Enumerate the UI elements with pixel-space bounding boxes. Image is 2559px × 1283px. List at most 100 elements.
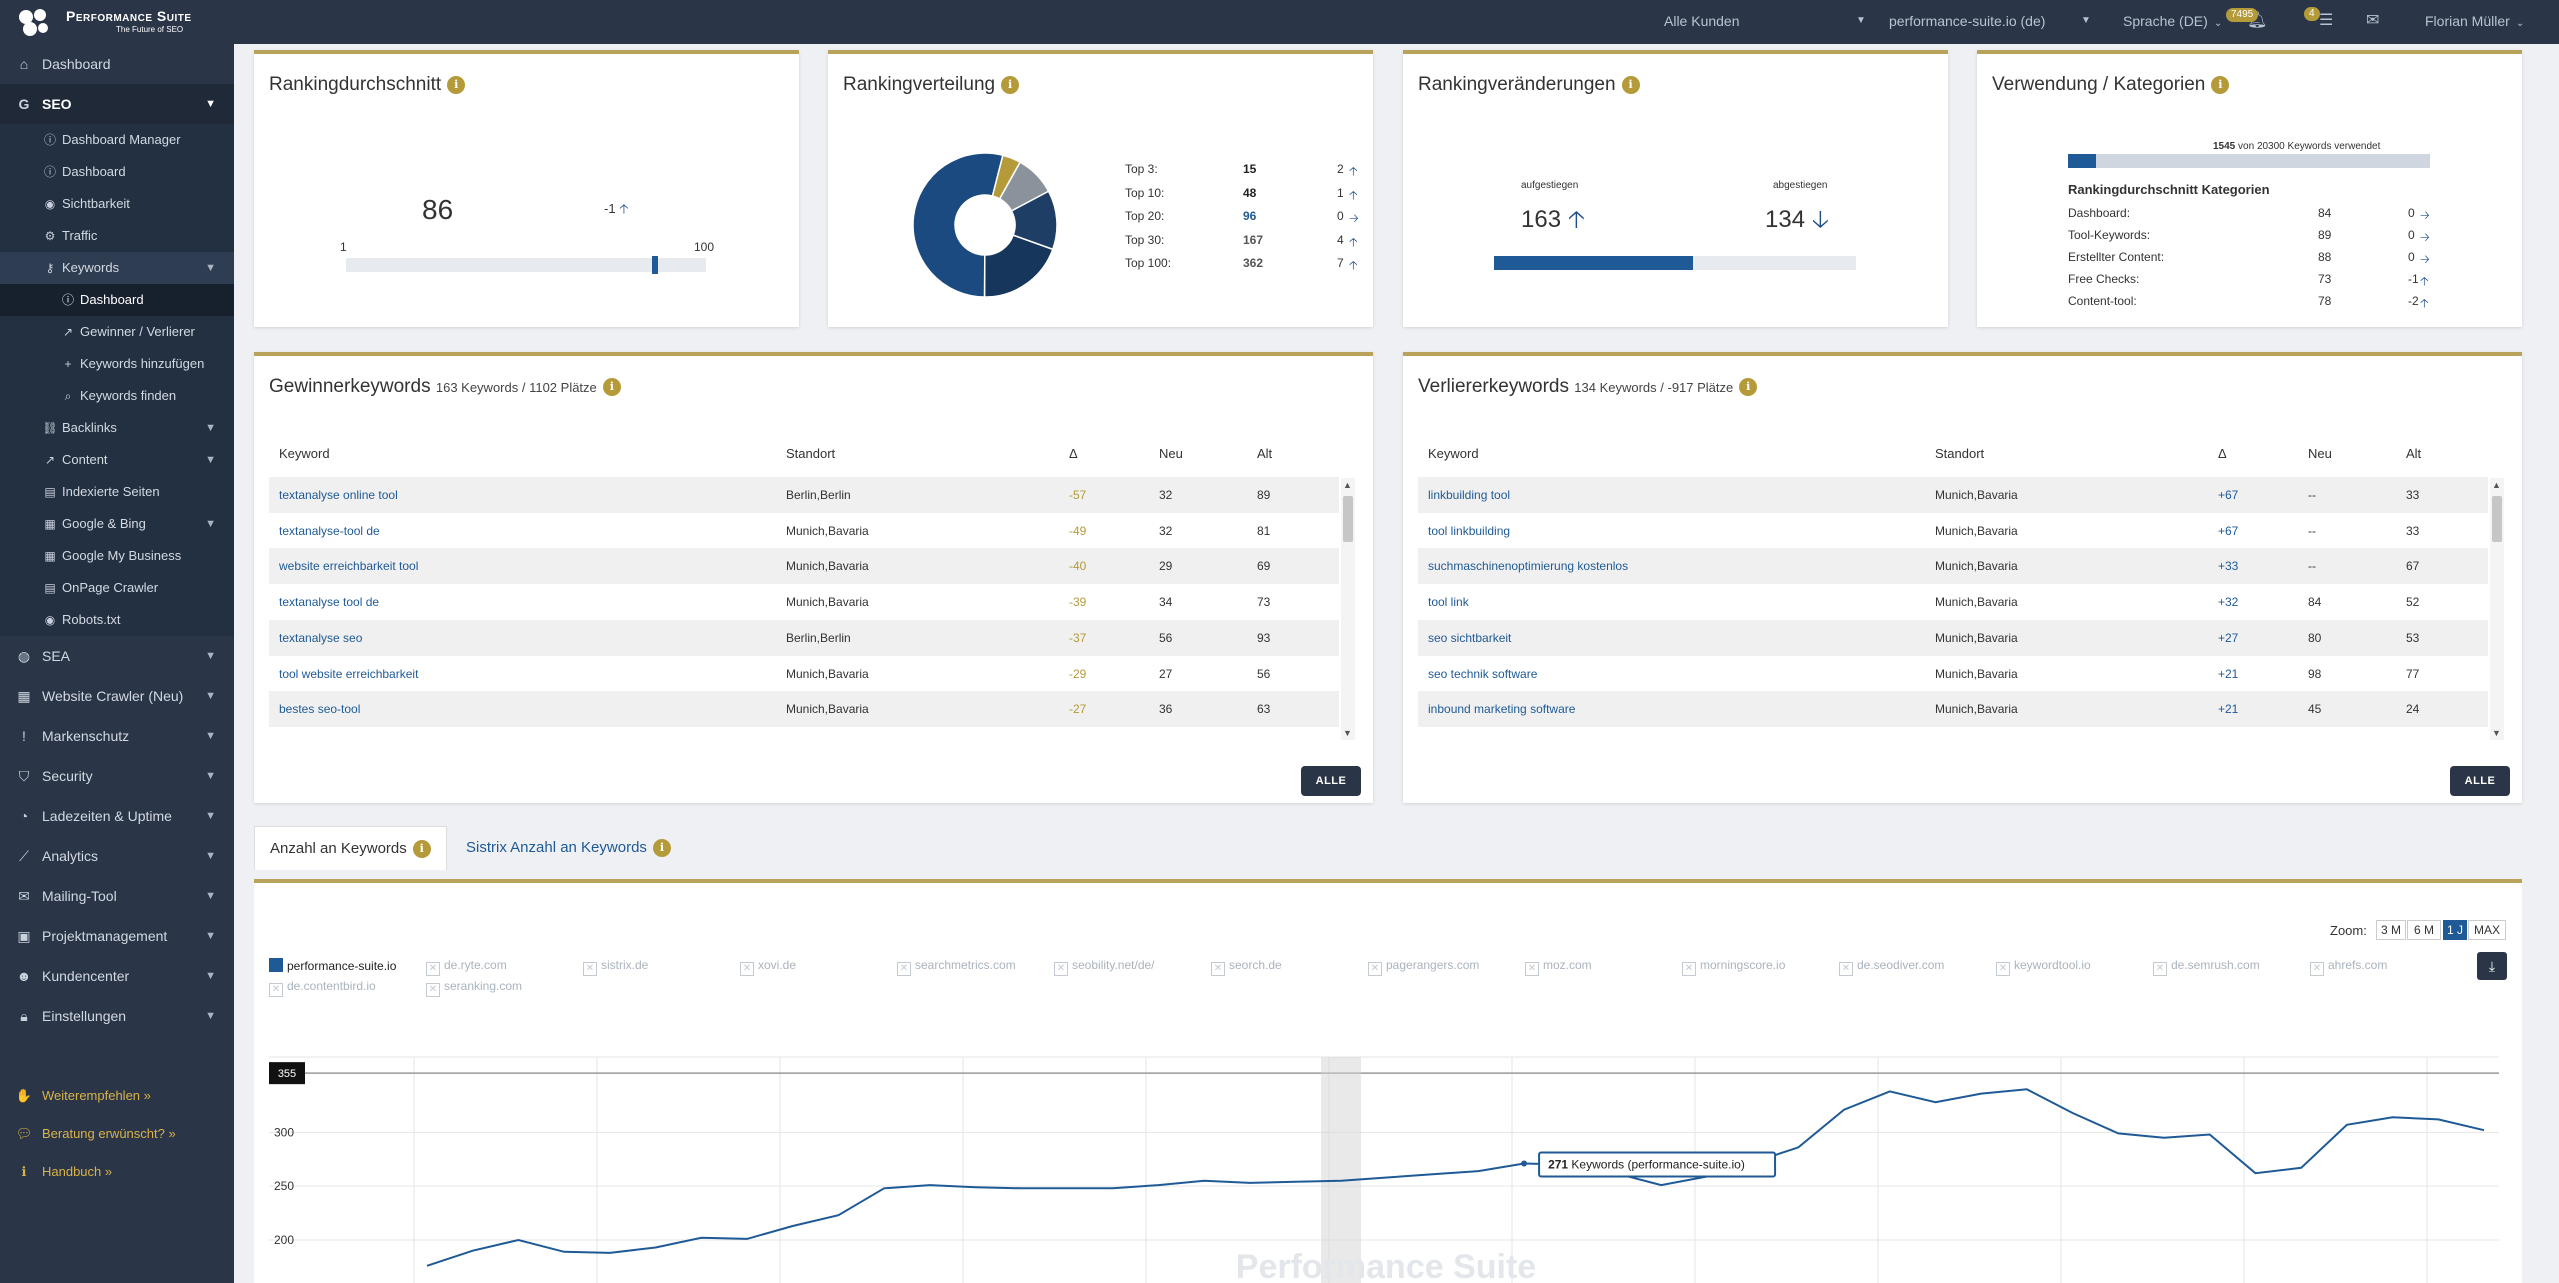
sidebar-link-handbuch[interactable]: ℹ Handbuch » [0, 1153, 234, 1191]
legend-item[interactable]: ✕ pagerangers.com [1368, 958, 1479, 976]
sidebar-item-onpage-crawler[interactable]: ▤ OnPage Crawler [0, 572, 234, 604]
legend-item[interactable]: ✕ morningscore.io [1682, 958, 1785, 976]
scrollbar-thumb[interactable] [2492, 496, 2502, 542]
column-header[interactable]: Alt [2406, 446, 2422, 461]
sidebar-item-markenschutz[interactable]: ! Markenschutz ▼ [0, 716, 234, 756]
sidebar-item-sichtbarkeit[interactable]: ◉ Sichtbarkeit [0, 188, 234, 220]
sidebar-item-robots[interactable]: ◉ Robots.txt [0, 604, 234, 636]
table-row[interactable]: inbound marketing software Munich,Bavaria… [1418, 691, 2488, 728]
sidebar-item-keywords[interactable]: ⚷ Keywords ▼ [0, 252, 234, 284]
zoom-option[interactable]: MAX [2468, 920, 2506, 940]
mail-icon[interactable]: ✉ [2366, 12, 2380, 29]
sidebar-item-google-my-business[interactable]: ▦ Google My Business [0, 540, 234, 572]
table-row[interactable]: linkbuilding tool Munich,Bavaria +67 -- 33 [1418, 477, 2488, 513]
winners-all-button[interactable]: ALLE [1301, 766, 1361, 796]
sidebar-item-einstellungen[interactable]: 🔒︎ Einstellungen ▼ [0, 996, 234, 1036]
sidebar-item-projektmanagement[interactable]: ▣ Projektmanagement ▼ [0, 916, 234, 956]
column-header[interactable]: Δ [2218, 446, 2227, 461]
sidebar-item-content[interactable]: ↗ Content ▼ [0, 444, 234, 476]
legend-item[interactable]: ✕ keywordtool.io [1996, 958, 2091, 976]
legend-item[interactable]: ✕ de.contentbird.io [269, 979, 376, 997]
sidebar-item-ladezeiten[interactable]: ◔ Ladezeiten & Uptime ▼ [0, 796, 234, 836]
table-row[interactable]: website erreichbarkeit tool Munich,Bavari… [269, 548, 1339, 585]
zoom-option[interactable]: 1 J [2443, 920, 2467, 940]
column-header[interactable]: Neu [2308, 446, 2332, 461]
keyword-link[interactable]: tool website erreichbarkeit [279, 666, 419, 681]
keyword-link[interactable]: tool link [1428, 595, 1469, 610]
info-icon[interactable]: i [652, 839, 671, 858]
legend-item[interactable]: ✕ moz.com [1525, 958, 1592, 976]
table-row[interactable]: textanalyse-tool de Munich,Bavaria -49 32 81 [269, 513, 1339, 549]
sidebar-item-indexierte-seiten[interactable]: ▤ Indexierte Seiten [0, 476, 234, 508]
sidebar-link-weiterempfehlen[interactable]: ✋ Weiterempfehlen » [0, 1077, 234, 1115]
keyword-link[interactable]: linkbuilding tool [1428, 488, 1511, 502]
keyword-link[interactable]: bestes seo-tool [279, 702, 361, 717]
pie-slice[interactable] [912, 152, 1004, 298]
scroll-down-icon[interactable]: ▼ [1343, 728, 1352, 738]
series-line-performance-suite[interactable] [426, 1088, 2485, 1267]
sidebar-item-dashboard[interactable]: ⌂ Dashboard [0, 44, 234, 84]
sidebar-item-dashboard-manager[interactable]: ⓘ Dashboard Manager [0, 124, 234, 156]
sidebar-item-keywords-hinzufuegen[interactable]: + Keywords hinzufügen [0, 348, 234, 380]
sidebar-item-analytics[interactable]: ⟋ Analytics ▼ [0, 836, 234, 876]
legend-item[interactable]: ✕ de.semrush.com [2153, 958, 2260, 976]
legend-item[interactable]: ✕ xovi.de [740, 958, 796, 976]
legend-item[interactable]: ✕ seranking.com [426, 979, 522, 997]
language-select[interactable]: Sprache (DE) ⌄ [2123, 13, 2222, 29]
keyword-link[interactable]: seo technik software [1428, 666, 1538, 681]
table-row[interactable]: bestes seo-tool Munich,Bavaria -27 36 63 [269, 691, 1339, 728]
keyword-link[interactable]: textanalyse tool de [279, 595, 380, 610]
sidebar-item-traffic[interactable]: ⚙ Traffic [0, 220, 234, 252]
customer-select[interactable]: Alle Kunden ▼ [1664, 13, 1866, 29]
sidebar-link-beratung[interactable]: 💬︎ Beratung erwünscht? » [0, 1115, 234, 1153]
sidebar-item-google-bing[interactable]: ▦ Google & Bing ▼ [0, 508, 234, 540]
table-row[interactable]: tool linkbuilding Munich,Bavaria +67 -- 33 [1418, 513, 2488, 549]
column-header[interactable]: Keyword [1428, 446, 1479, 461]
info-icon[interactable]: i [1001, 75, 1020, 94]
sidebar-item-security[interactable]: ⛉ Security ▼ [0, 756, 234, 796]
keyword-link[interactable]: inbound marketing software [1428, 702, 1576, 717]
legend-item[interactable]: performance-suite.io [269, 958, 396, 973]
sidebar-item-gewinner-verlierer[interactable]: ↗ Gewinner / Verlierer [0, 316, 234, 348]
legend-item[interactable]: ✕ seobility.net/de/ [1054, 958, 1155, 976]
table-row[interactable]: textanalyse tool de Munich,Bavaria -39 34 73 [269, 584, 1339, 620]
sidebar-item-kw-dashboard[interactable]: ⓘ Dashboard [0, 284, 234, 316]
download-icon[interactable]: ⤓ [2477, 952, 2507, 980]
column-header[interactable]: Alt [1257, 446, 1273, 461]
sidebar-item-seo[interactable]: G SEO ▼ [0, 84, 234, 124]
column-header[interactable]: Standort [786, 446, 836, 461]
sidebar-item-backlinks[interactable]: ⛓ Backlinks ▼ [0, 412, 234, 444]
keyword-link[interactable]: suchmaschinenoptimierung kostenlos [1428, 559, 1629, 574]
sidebar-item-website-crawler[interactable]: ▦ Website Crawler (Neu) ▼ [0, 676, 234, 716]
legend-item[interactable]: ✕ ahrefs.com [2310, 958, 2387, 976]
scrollbar-thumb[interactable] [1343, 496, 1353, 542]
keyword-link[interactable]: textanalyse seo [279, 630, 363, 645]
table-row[interactable]: textanalyse seo Berlin,Berlin -37 56 93 [269, 619, 1339, 656]
info-icon[interactable]: i [412, 840, 431, 859]
column-header[interactable]: Standort [1935, 446, 1985, 461]
zoom-option[interactable]: 3 M [2376, 920, 2406, 940]
hover-point[interactable] [1521, 1160, 1528, 1167]
table-row[interactable]: seo sichtbarkeit Munich,Bavaria +27 80 53 [1418, 619, 2488, 656]
table-row[interactable]: tool website erreichbarkeit Munich,Bavari… [269, 656, 1339, 692]
project-select[interactable]: performance-suite.io (de) ▼ [1889, 13, 2091, 29]
info-icon[interactable]: i [1739, 377, 1758, 396]
keyword-link[interactable]: textanalyse online tool [279, 488, 398, 502]
legend-item[interactable]: ✕ sistrix.de [583, 958, 648, 976]
losers-all-button[interactable]: ALLE [2450, 766, 2510, 796]
column-header[interactable]: Keyword [279, 446, 330, 461]
keyword-link[interactable]: tool linkbuilding [1428, 523, 1511, 538]
legend-item[interactable]: ✕ de.ryte.com [426, 958, 507, 976]
table-row[interactable]: textanalyse online tool Berlin,Berlin -57 3… [269, 477, 1339, 513]
info-icon[interactable]: i [1621, 75, 1640, 94]
sidebar-item-kundencenter[interactable]: ☻ Kundencenter ▼ [0, 956, 234, 996]
legend-item[interactable]: ✕ searchmetrics.com [897, 958, 1016, 976]
table-row[interactable]: seo technik software Munich,Bavaria +21 98 7… [1418, 656, 2488, 692]
column-header[interactable]: Δ [1069, 446, 1078, 461]
user-menu[interactable]: Florian Müller ⌄ [2425, 13, 2524, 29]
tasks-icon[interactable]: ☰ [2319, 12, 2334, 29]
tab-anzahl-keywords[interactable]: Anzahl an Keywords i [254, 826, 447, 870]
keyword-link[interactable]: textanalyse-tool de [279, 523, 380, 538]
sidebar-item-seo-dashboard[interactable]: ⓘ Dashboard [0, 156, 234, 188]
zoom-option[interactable]: 6 M [2407, 920, 2441, 940]
